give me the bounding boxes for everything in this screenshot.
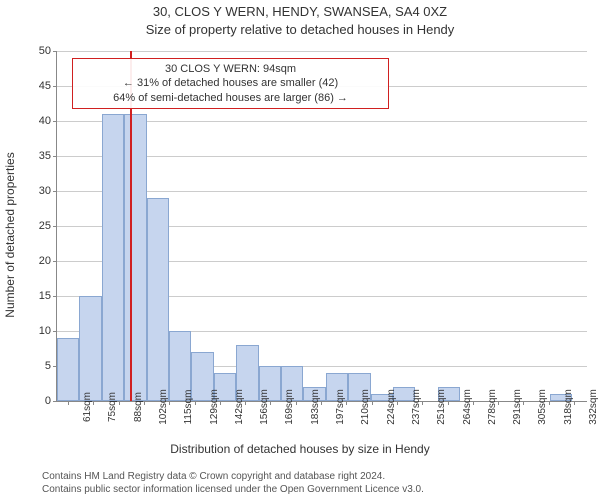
xtick-label: 251sqm [422, 389, 447, 425]
ytick-mark [53, 401, 57, 402]
ytick-label: 40 [39, 115, 51, 127]
ytick-label: 0 [45, 395, 51, 407]
annotation-line1: 30 CLOS Y WERN: 94sqm [79, 62, 382, 76]
xtick-label: 156sqm [245, 389, 270, 425]
xtick-label: 291sqm [498, 389, 523, 425]
ytick-label: 30 [39, 185, 51, 197]
ytick-label: 45 [39, 80, 51, 92]
ytick-label: 15 [39, 290, 51, 302]
xtick-label: 61sqm [68, 392, 93, 422]
ytick-label: 50 [39, 45, 51, 57]
histogram-bar [124, 114, 146, 401]
ytick-label: 20 [39, 255, 51, 267]
xtick-label: 237sqm [397, 389, 422, 425]
xtick-label: 332sqm [574, 389, 599, 425]
xtick-label: 169sqm [270, 389, 295, 425]
xtick-label: 129sqm [195, 389, 220, 425]
ytick-mark [53, 51, 57, 52]
annotation-line2: ← 31% of detached houses are smaller (42… [79, 76, 382, 90]
ytick-mark [53, 86, 57, 87]
ytick-label: 10 [39, 325, 51, 337]
xtick-label: 224sqm [372, 389, 397, 425]
ytick-mark [53, 156, 57, 157]
histogram-bar [79, 296, 101, 401]
ytick-mark [53, 226, 57, 227]
ytick-label: 25 [39, 220, 51, 232]
xtick-label: 102sqm [144, 389, 169, 425]
x-axis-label: Distribution of detached houses by size … [0, 442, 600, 456]
xtick-label: 115sqm [169, 390, 194, 425]
xtick-label: 88sqm [119, 392, 144, 422]
histogram-bar [102, 114, 124, 401]
ytick-mark [53, 121, 57, 122]
ytick-label: 35 [39, 150, 51, 162]
ytick-label: 5 [45, 360, 51, 372]
xtick-label: 75sqm [93, 392, 118, 422]
ytick-mark [53, 331, 57, 332]
chart-title-line1: 30, CLOS Y WERN, HENDY, SWANSEA, SA4 0XZ [0, 4, 600, 19]
annotation-box: 30 CLOS Y WERN: 94sqm← 31% of detached h… [72, 58, 389, 109]
xtick-label: 197sqm [321, 389, 346, 425]
ytick-mark [53, 261, 57, 262]
histogram-bar [147, 198, 169, 401]
ytick-mark [53, 296, 57, 297]
gridline-h [57, 51, 587, 52]
y-axis-label: Number of detached properties [3, 152, 17, 317]
xtick-label: 278sqm [473, 389, 498, 425]
xtick-label: 305sqm [523, 389, 548, 425]
plot-area: 0510152025303540455061sqm75sqm88sqm102sq… [56, 51, 587, 402]
xtick-label: 264sqm [448, 389, 473, 425]
footer-line2: Contains public sector information licen… [42, 484, 424, 497]
footer-line1: Contains HM Land Registry data © Crown c… [42, 471, 424, 484]
annotation-line3: 64% of semi-detached houses are larger (… [79, 91, 382, 105]
xtick-label: 183sqm [296, 389, 321, 425]
chart-container: 30, CLOS Y WERN, HENDY, SWANSEA, SA4 0XZ… [0, 0, 600, 500]
xtick-label: 210sqm [346, 389, 371, 425]
ytick-mark [53, 191, 57, 192]
xtick-label: 142sqm [220, 389, 245, 425]
chart-title-line2: Size of property relative to detached ho… [0, 22, 600, 37]
xtick-label: 318sqm [549, 389, 574, 425]
footer-attribution: Contains HM Land Registry data © Crown c… [42, 471, 424, 496]
